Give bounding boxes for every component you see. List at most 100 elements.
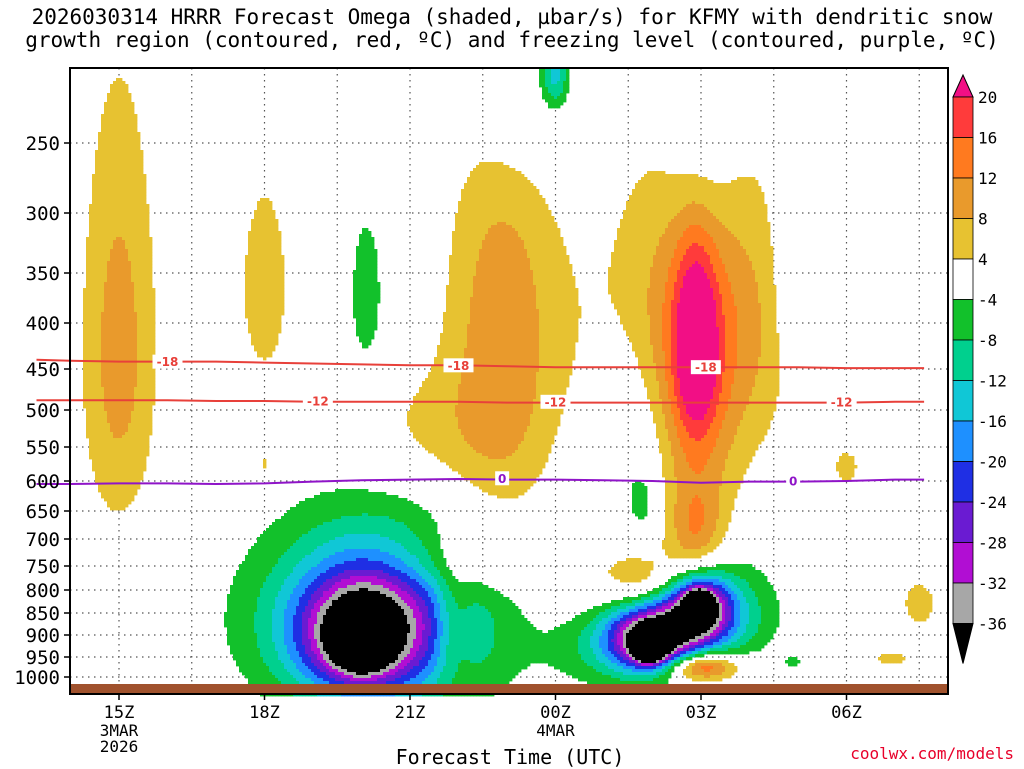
omega-cell <box>113 225 116 228</box>
omega-cell <box>113 216 116 219</box>
omega-cell <box>260 210 263 213</box>
omega-cell <box>623 210 626 213</box>
omega-cell <box>104 123 107 126</box>
omega-cell <box>104 156 107 159</box>
omega-cell <box>713 204 716 207</box>
omega-cell <box>476 168 479 171</box>
omega-cell <box>698 201 701 204</box>
omega-cell <box>125 222 128 225</box>
omega-cell <box>554 96 557 99</box>
omega-cell <box>689 177 692 180</box>
omega-cell <box>737 222 740 225</box>
omega-cell <box>659 186 662 189</box>
omega-cell <box>458 225 461 228</box>
omega-cell <box>650 210 653 213</box>
omega-cell <box>563 90 566 93</box>
omega-cell <box>551 90 554 93</box>
omega-cell <box>107 123 110 126</box>
omega-cell <box>110 198 113 201</box>
omega-cell <box>485 204 488 207</box>
omega-cell <box>518 210 521 213</box>
omega-cell <box>107 162 110 165</box>
omega-cell <box>641 213 644 216</box>
omega-cell <box>659 210 662 213</box>
omega-cell <box>467 201 470 204</box>
omega-cell <box>710 189 713 192</box>
omega-cell <box>530 207 533 210</box>
omega-cell <box>461 210 464 213</box>
omega-cell <box>116 201 119 204</box>
omega-cell <box>548 72 551 75</box>
omega-cell <box>482 162 485 165</box>
omega-cell <box>107 207 110 210</box>
omega-cell <box>461 219 464 222</box>
omega-cell <box>716 204 719 207</box>
omega-cell <box>479 195 482 198</box>
omega-cell <box>89 207 92 210</box>
omega-cell <box>488 186 491 189</box>
omega-cell <box>95 219 98 222</box>
omega-cell <box>101 210 104 213</box>
omega-cell <box>257 201 260 204</box>
omega-cell <box>740 180 743 183</box>
omega-cell <box>674 195 677 198</box>
omega-cell <box>131 132 134 135</box>
omega-cell <box>497 162 500 165</box>
omega-cell <box>119 102 122 105</box>
omega-cell <box>566 69 569 72</box>
omega-cell <box>104 162 107 165</box>
omega-cell <box>641 222 644 225</box>
omega-cell <box>719 204 722 207</box>
omega-cell <box>464 210 467 213</box>
omega-cell <box>494 183 497 186</box>
omega-cell <box>533 189 536 192</box>
omega-cell <box>704 207 707 210</box>
omega-cell <box>116 120 119 123</box>
omega-cell <box>713 198 716 201</box>
omega-cell <box>554 105 557 108</box>
omega-cell <box>131 195 134 198</box>
omega-cell <box>131 180 134 183</box>
omega-cell <box>146 219 149 222</box>
omega-cell <box>137 222 140 225</box>
omega-cell <box>515 210 518 213</box>
omega-cell <box>485 165 488 168</box>
omega-cell <box>143 174 146 177</box>
omega-cell <box>689 222 692 225</box>
omega-cell <box>119 156 122 159</box>
omega-cell <box>266 219 269 222</box>
omega-cell <box>542 207 545 210</box>
omega-cell <box>113 81 116 84</box>
omega-cell <box>626 219 629 222</box>
omega-cell <box>119 90 122 93</box>
omega-cell <box>677 219 680 222</box>
omega-cell <box>137 162 140 165</box>
omega-cell <box>125 201 128 204</box>
omega-cell <box>125 144 128 147</box>
omega-cell <box>131 192 134 195</box>
omega-cell <box>479 162 482 165</box>
omega-cell <box>641 192 644 195</box>
omega-cell <box>113 93 116 96</box>
omega-cell <box>707 183 710 186</box>
omega-cell <box>125 192 128 195</box>
omega-cell <box>725 186 728 189</box>
omega-cell <box>629 198 632 201</box>
omega-cell <box>701 222 704 225</box>
omega-cell <box>629 210 632 213</box>
omega-cell <box>707 219 710 222</box>
omega-cell <box>134 183 137 186</box>
omega-cell <box>752 186 755 189</box>
omega-cell <box>695 222 698 225</box>
omega-cell <box>125 216 128 219</box>
omega-cell <box>101 126 104 129</box>
omega-cell <box>755 192 758 195</box>
omega-cell <box>527 222 530 225</box>
omega-cell <box>539 75 542 78</box>
omega-cell <box>131 147 134 150</box>
omega-cell <box>122 123 125 126</box>
omega-cell <box>512 210 515 213</box>
omega-cell <box>671 207 674 210</box>
omega-cell <box>461 195 464 198</box>
omega-cell <box>254 225 257 228</box>
